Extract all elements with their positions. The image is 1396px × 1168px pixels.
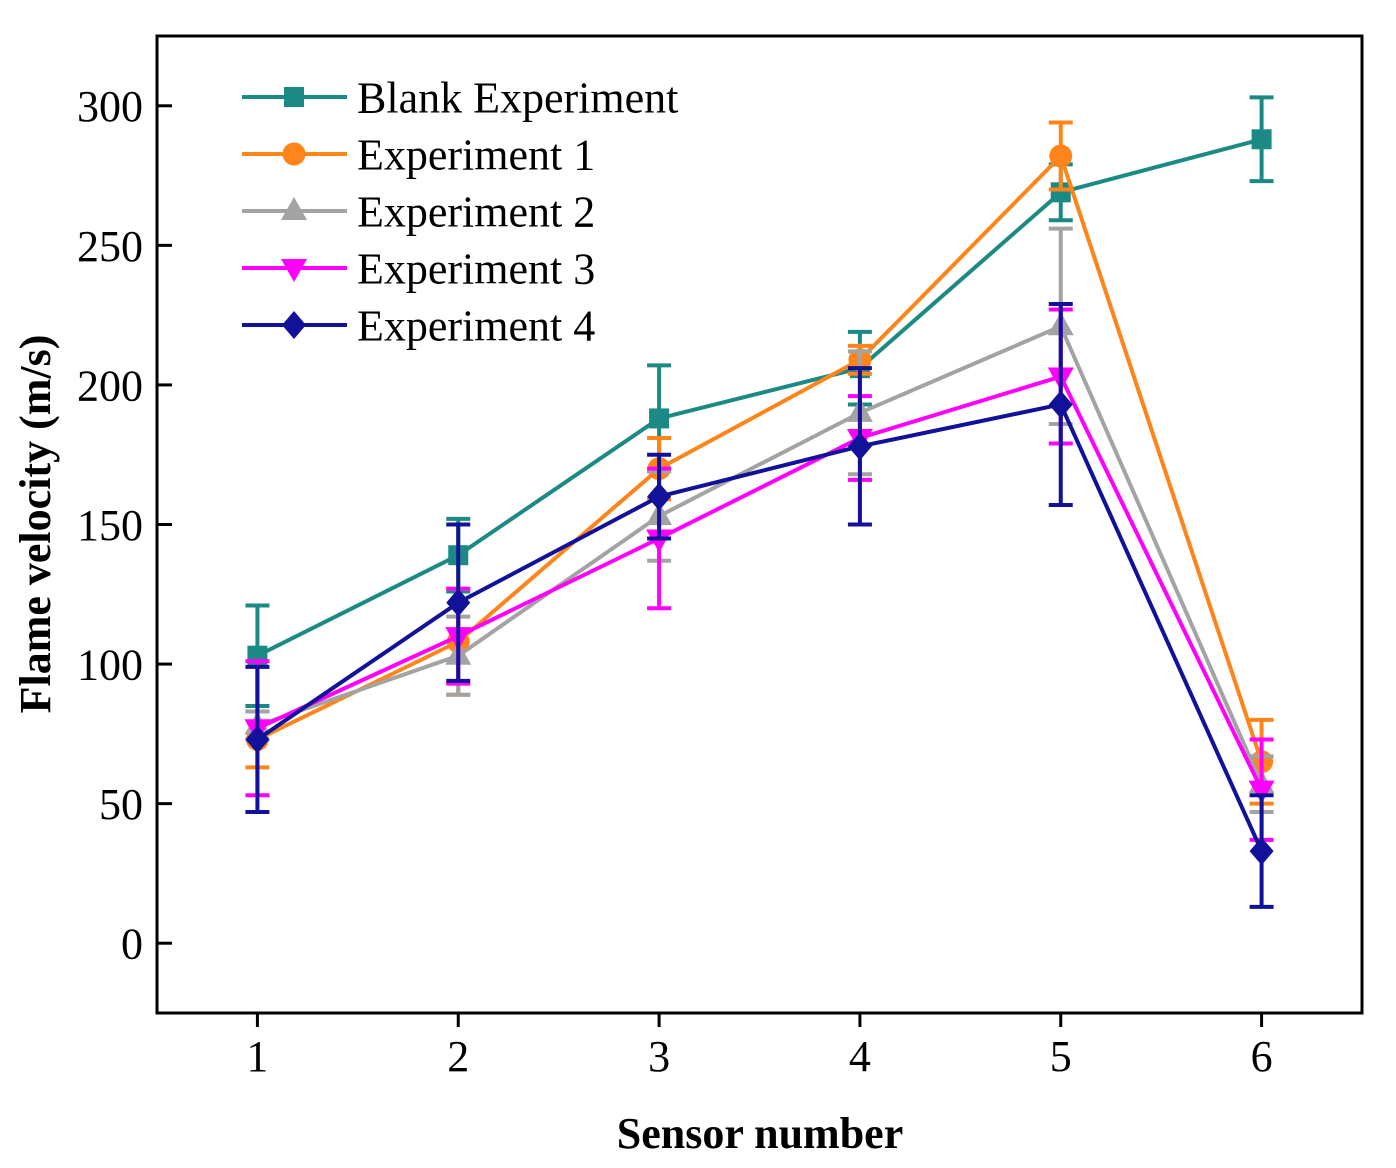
legend-item: Experiment 2 bbox=[242, 187, 595, 236]
axis-ticks: 0 50 100 150 200 250 300 1 2 3 4 5 6 bbox=[77, 82, 1273, 1081]
legend-marker bbox=[284, 87, 304, 107]
data-point bbox=[1050, 182, 1071, 203]
series-line bbox=[256, 137, 1263, 658]
data-point bbox=[245, 725, 270, 754]
x-tick-label: 4 bbox=[849, 1032, 871, 1081]
x-tick-label: 1 bbox=[246, 1032, 268, 1081]
x-axis-title: Sensor number bbox=[617, 1109, 903, 1158]
legend-item: Experiment 4 bbox=[242, 301, 595, 350]
legend-label: Experiment 4 bbox=[357, 301, 595, 350]
data-point bbox=[646, 529, 673, 553]
data-point bbox=[647, 482, 672, 511]
x-tick-label: 3 bbox=[648, 1032, 670, 1081]
x-tick-label: 5 bbox=[1050, 1032, 1072, 1081]
series-line bbox=[256, 154, 1264, 763]
legend: Blank Experiment Experiment 1 Experiment 2… bbox=[242, 73, 678, 350]
legend-marker bbox=[281, 259, 307, 282]
y-tick-label: 200 bbox=[77, 361, 143, 410]
legend-item: Experiment 1 bbox=[242, 130, 595, 179]
y-tick-label: 50 bbox=[99, 780, 143, 829]
y-tick-label: 100 bbox=[77, 640, 143, 689]
legend-item: Experiment 3 bbox=[242, 244, 595, 293]
y-axis-title: Flame velocity (m/s) bbox=[11, 335, 60, 714]
series-line bbox=[256, 324, 1264, 785]
y-tick-label: 250 bbox=[77, 222, 143, 271]
y-tick-label: 150 bbox=[77, 501, 143, 550]
legend-item: Blank Experiment bbox=[242, 73, 678, 122]
legend-label: Experiment 3 bbox=[357, 244, 595, 293]
series-line bbox=[256, 402, 1264, 852]
x-tick-label: 2 bbox=[447, 1032, 469, 1081]
series-line bbox=[256, 374, 1264, 791]
plot-frame bbox=[155, 34, 1364, 1015]
data-point bbox=[1049, 144, 1073, 168]
legend-label: Blank Experiment bbox=[357, 73, 678, 122]
x-tick-label: 6 bbox=[1251, 1032, 1273, 1081]
data-point bbox=[1249, 837, 1274, 866]
legend-marker bbox=[281, 197, 307, 220]
data-point bbox=[446, 588, 471, 617]
data-point bbox=[1048, 390, 1073, 419]
y-tick-label: 0 bbox=[121, 920, 143, 969]
data-point bbox=[1251, 129, 1272, 150]
legend-label: Experiment 2 bbox=[357, 187, 595, 236]
data-point bbox=[1248, 780, 1275, 804]
data-point bbox=[649, 408, 670, 429]
legend-marker bbox=[282, 311, 306, 339]
data-point bbox=[847, 432, 872, 461]
legend-label: Experiment 1 bbox=[357, 130, 595, 179]
y-tick-label: 300 bbox=[77, 82, 143, 131]
legend-marker bbox=[282, 142, 306, 166]
series-layer bbox=[244, 95, 1275, 909]
series-5 bbox=[245, 301, 1274, 909]
